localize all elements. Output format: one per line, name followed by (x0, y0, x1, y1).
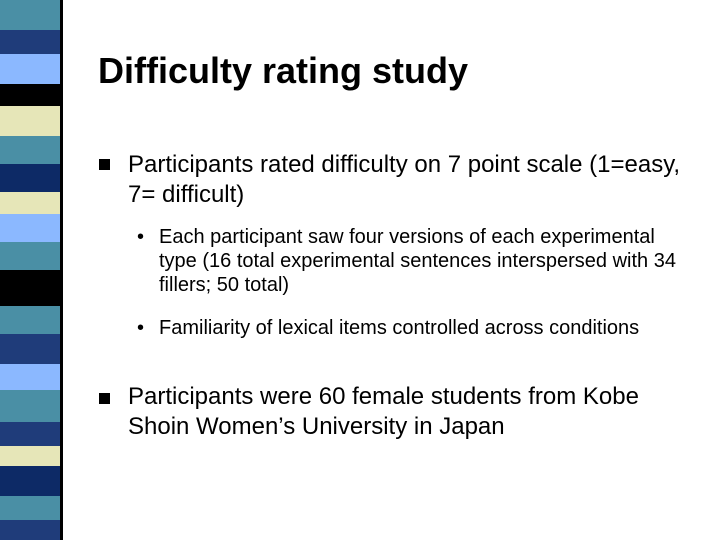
stripe-block (0, 334, 60, 364)
sub-bullet-text: Familiarity of lexical items controlled … (159, 317, 640, 339)
stripe-block (0, 136, 60, 164)
stripe-block (0, 84, 60, 106)
stripe-block (0, 306, 60, 334)
slide-title: Difficulty rating study (98, 50, 469, 91)
stripe-block (0, 270, 60, 306)
square-bullet-icon (99, 159, 110, 170)
stripe-block (0, 0, 60, 30)
stripe-divider (60, 0, 63, 540)
stripe-block (0, 520, 60, 540)
stripe-block (0, 54, 60, 84)
stripe-block (0, 30, 60, 54)
stripe-block (0, 446, 60, 466)
square-bullet-icon (99, 393, 110, 404)
stripe-block (0, 106, 60, 136)
sub-bullet-text: Each participant saw four versions of ea… (159, 226, 676, 296)
round-bullet-icon: • (137, 226, 145, 248)
stripe-block (0, 242, 60, 270)
decorative-stripe (0, 0, 60, 540)
stripe-block (0, 422, 60, 446)
round-bullet-icon: • (137, 317, 145, 339)
stripe-block (0, 496, 60, 520)
stripe-block (0, 214, 60, 242)
stripe-block (0, 192, 60, 214)
stripe-block (0, 364, 60, 390)
stripe-block (0, 164, 60, 192)
bullet-text: Participants were 60 female students fro… (128, 383, 639, 440)
stripe-block (0, 466, 60, 496)
stripe-block (0, 390, 60, 422)
bullet-text: Participants rated difficulty on 7 point… (128, 151, 681, 208)
